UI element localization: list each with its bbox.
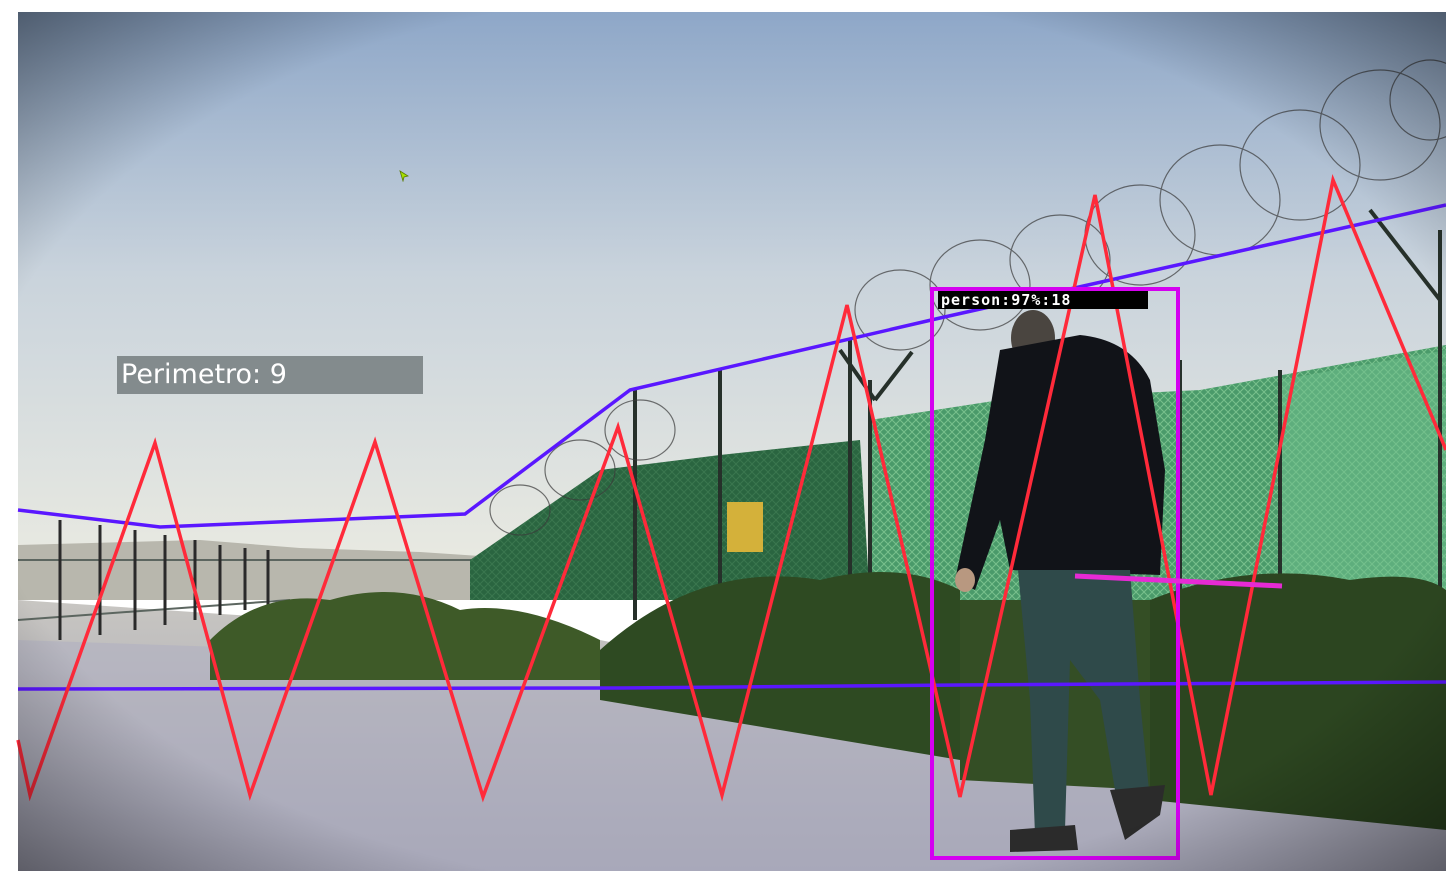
mouse-pointer-icon — [399, 170, 409, 182]
perimeter-counter-label: Perimetro: 9 — [117, 356, 423, 394]
detection-label: person:97%:18 — [938, 291, 1148, 309]
